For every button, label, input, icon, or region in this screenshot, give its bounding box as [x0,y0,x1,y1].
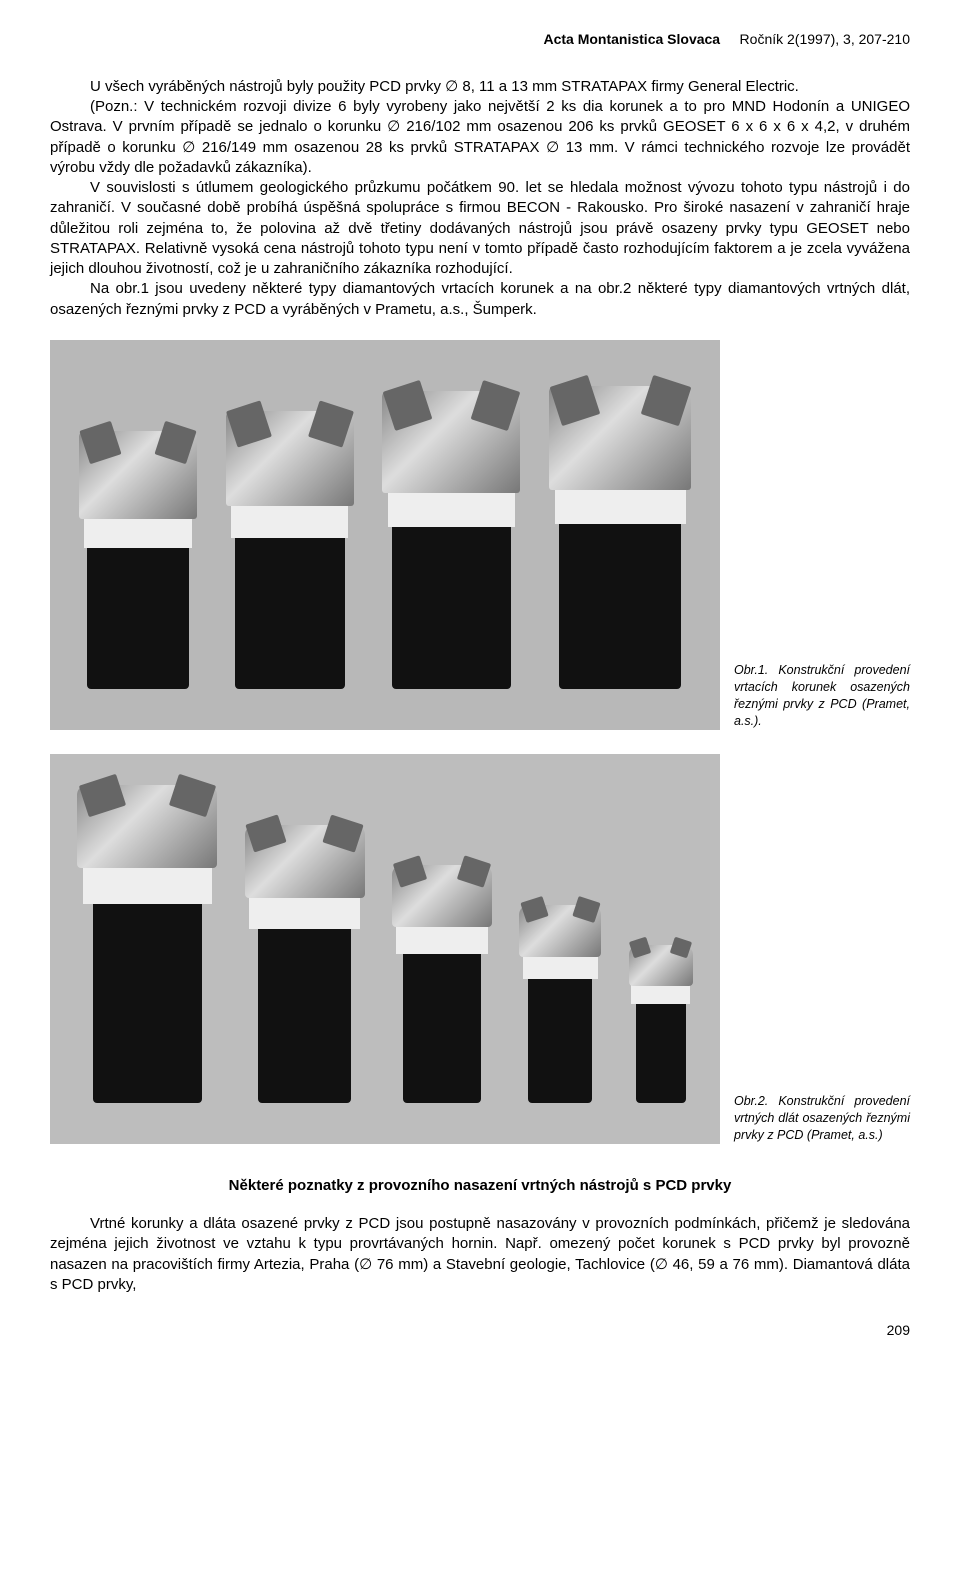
journal-header: Acta Montanistica Slovaca Ročník 2(1997)… [50,30,910,49]
page-number: 209 [50,1321,910,1340]
paragraph: V souvislosti s útlumem geologického prů… [50,178,910,279]
figure-2-caption: Obr.2. Konstrukční provedení vrtných dlá… [720,1093,910,1144]
figure-1-label: Obr.1. [734,663,768,677]
drill-bit [519,905,601,1105]
drill-bit [629,945,693,1105]
figure-2-image [50,754,720,1144]
drill-bit [245,825,365,1105]
section-title: Některé poznatky z provozního nasazení v… [50,1176,910,1196]
body-text: U všech vyráběných nástrojů byly použity… [50,77,910,320]
figure-2-label: Obr.2. [734,1094,768,1108]
drill-bit [79,431,197,691]
drill-bit [226,411,354,691]
section-paragraph: Vrtné korunky a dláta osazené prvky z PC… [50,1214,910,1295]
drill-bit [549,386,691,691]
figure-1-caption: Obr.1. Konstrukční provedení vrtacích ko… [720,662,910,730]
figure-1-row: Obr.1. Konstrukční provedení vrtacích ko… [50,340,910,730]
figure-2-row: Obr.2. Konstrukční provedení vrtných dlá… [50,754,910,1144]
paragraph: Na obr.1 jsou uvedeny některé typy diama… [50,279,910,320]
drill-bit [382,391,520,691]
paragraph: (Pozn.: V technickém rozvoji divize 6 by… [50,97,910,178]
journal-issue: Ročník 2(1997), 3, 207-210 [740,31,910,47]
drill-bit [392,865,492,1105]
journal-title: Acta Montanistica Slovaca [543,31,720,47]
figure-1-image [50,340,720,730]
paragraph: U všech vyráběných nástrojů byly použity… [50,77,910,97]
drill-bit [77,785,217,1105]
